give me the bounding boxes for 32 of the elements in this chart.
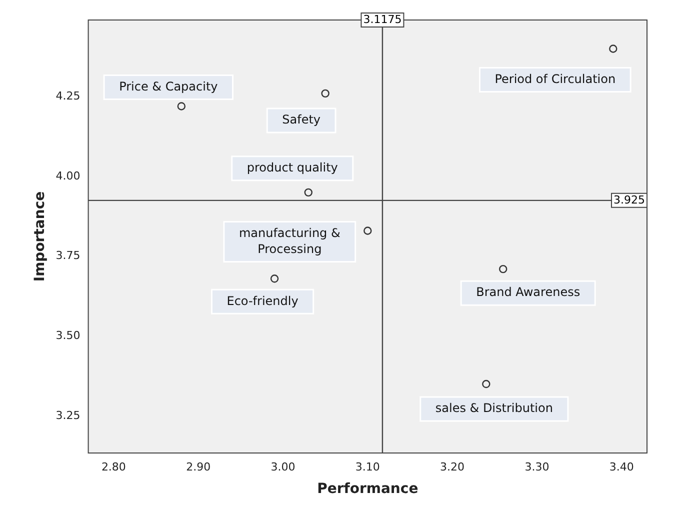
x-tick-label: 3.20 bbox=[440, 460, 465, 474]
y-tick-label: 3.25 bbox=[56, 408, 80, 422]
y-tick-label: 4.00 bbox=[56, 169, 80, 182]
x-tick-label: 3.00 bbox=[270, 460, 296, 474]
x-tick-label: 2.80 bbox=[101, 460, 126, 474]
x-tick-label: 3.30 bbox=[524, 460, 550, 474]
point bbox=[270, 274, 279, 283]
annotation: Safety bbox=[282, 112, 321, 127]
y-axis-title: Importance bbox=[32, 191, 48, 282]
x-tick-label: 3.40 bbox=[609, 460, 634, 474]
point bbox=[364, 226, 372, 235]
annotation: Period of Circulation bbox=[494, 72, 616, 86]
ref-line-label: 3.925 bbox=[614, 193, 646, 206]
point bbox=[304, 188, 312, 197]
point bbox=[498, 264, 508, 274]
point bbox=[321, 89, 330, 98]
annotation: Eco-friendly bbox=[226, 294, 298, 308]
annotation: Brand Awareness bbox=[476, 285, 580, 300]
annotation: product quality bbox=[246, 160, 338, 175]
y-tick-label: 3.75 bbox=[56, 249, 80, 262]
ref-line-label: 3.1175 bbox=[363, 12, 402, 26]
x-tick-label: 3.10 bbox=[355, 460, 380, 474]
y-tick-label: 3.50 bbox=[56, 328, 80, 342]
point bbox=[177, 102, 186, 110]
annotation: manufacturing & Processing bbox=[238, 226, 340, 256]
annotation: sales & Distribution bbox=[435, 401, 553, 416]
annotation: Price & Capacity bbox=[119, 79, 218, 94]
x-tick-label: 2.90 bbox=[186, 460, 211, 474]
point bbox=[482, 380, 490, 388]
y-tick-label: 4.25 bbox=[56, 89, 80, 102]
point bbox=[609, 44, 618, 53]
x-axis-title: Performance bbox=[317, 481, 418, 498]
